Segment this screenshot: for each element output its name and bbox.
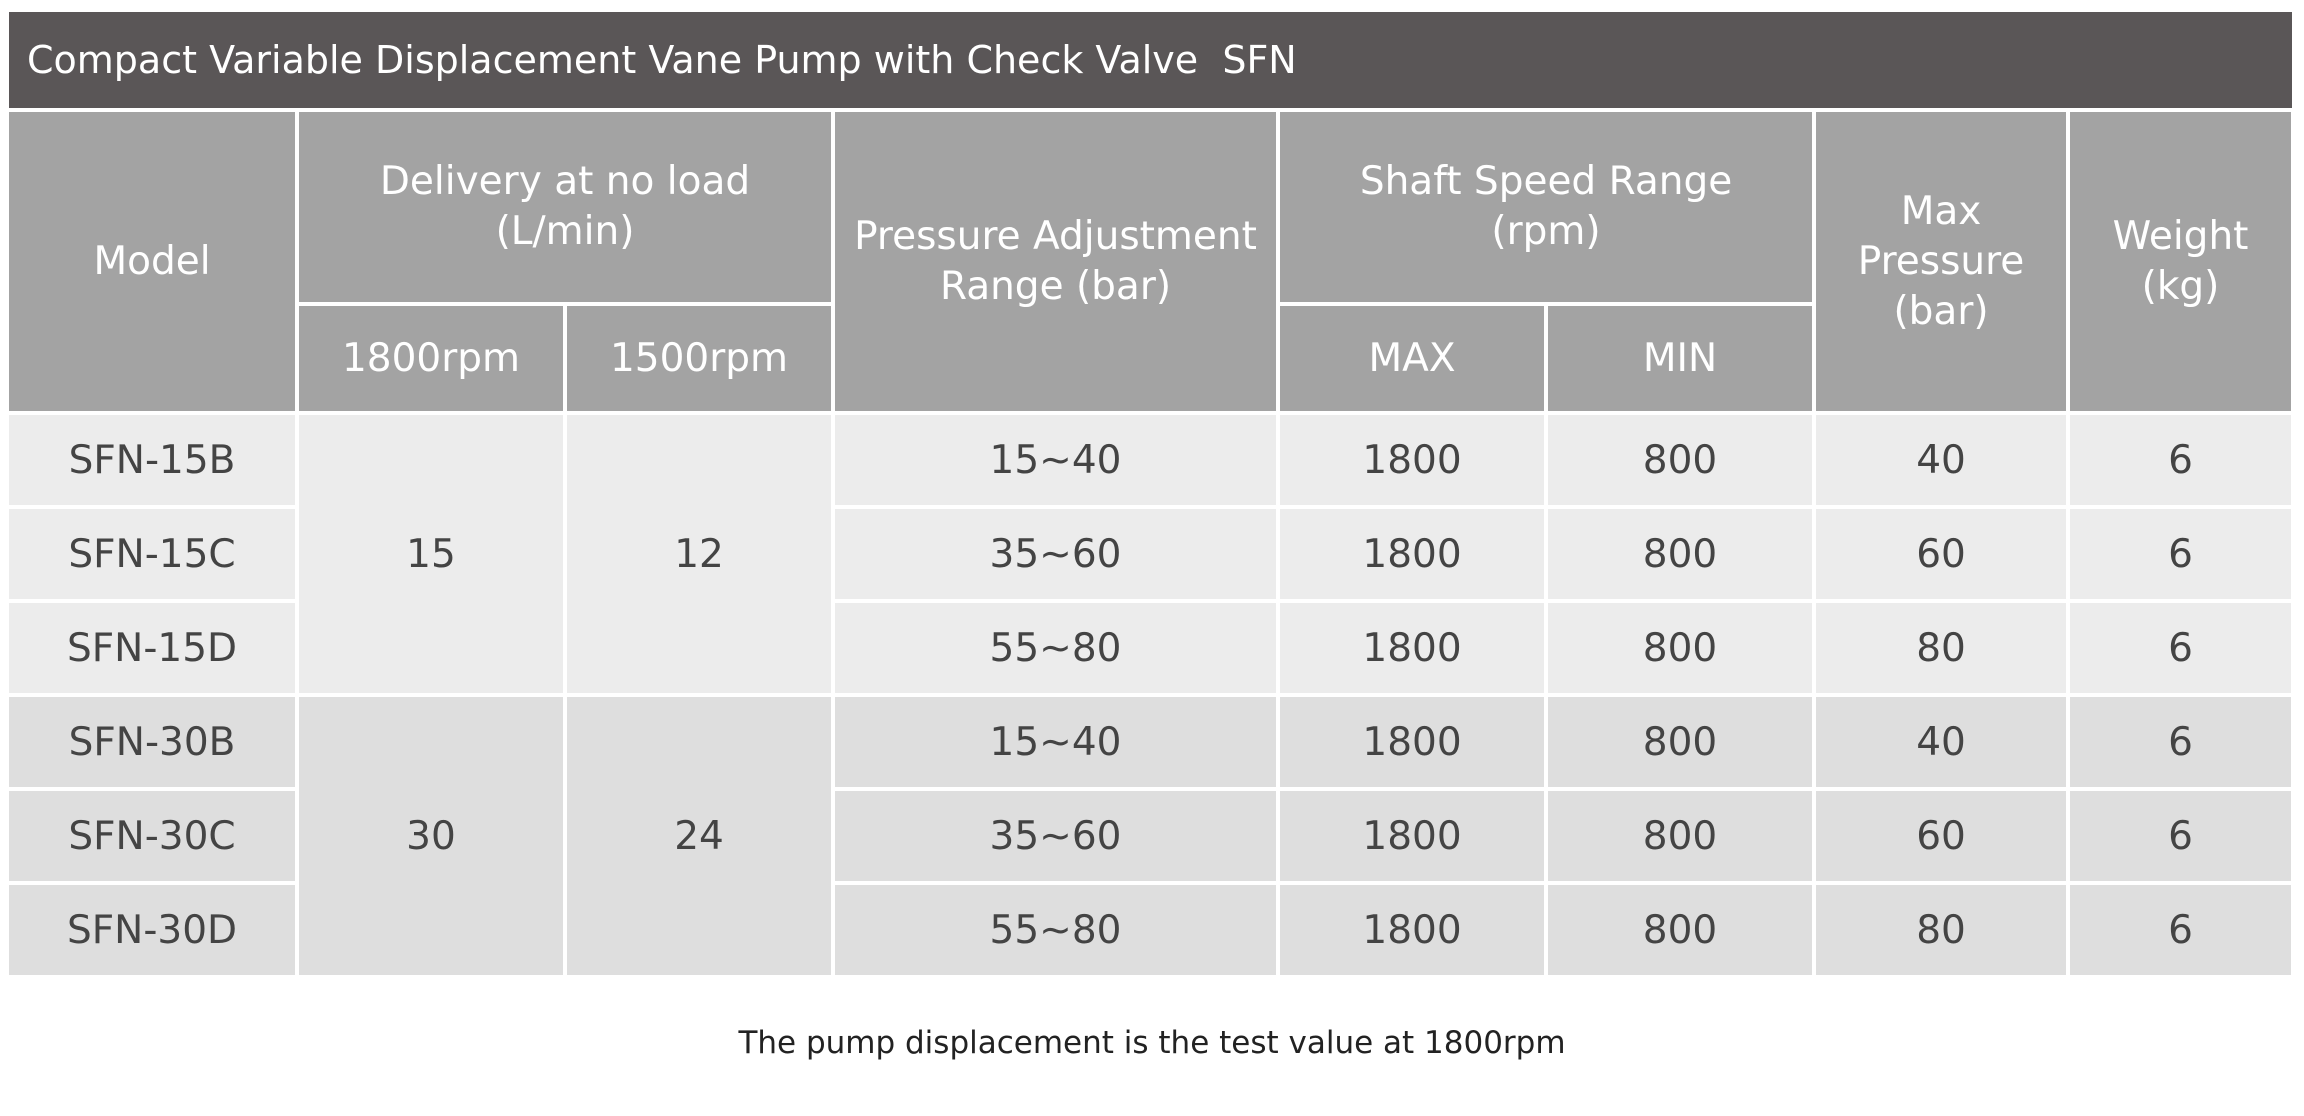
body-cell: 15~40 xyxy=(835,697,1277,787)
body-cell: 1800 xyxy=(1280,509,1545,599)
body-cell: 60 xyxy=(1816,509,2067,599)
header-cell: 1500rpm xyxy=(567,306,832,411)
body-cell: 1800 xyxy=(1280,697,1545,787)
header-cell: Max Pressure (bar) xyxy=(1816,112,2067,411)
header-cell: Pressure Adjustment Range (bar) xyxy=(835,112,1277,411)
footnote: The pump displacement is the test value … xyxy=(738,1025,1566,1061)
header-text: Model xyxy=(93,238,211,284)
header-cell: MIN xyxy=(1548,306,1813,411)
body-cell: 800 xyxy=(1548,791,1813,881)
delivery-cell: 30 xyxy=(299,697,563,975)
body-cell: 40 xyxy=(1816,415,2067,505)
body-cell: 40 xyxy=(1816,697,2067,787)
header-text: Weight xyxy=(2112,213,2249,259)
header-text: Delivery at no load xyxy=(379,159,751,204)
table-body: SFN-15B 15 12 15~40 1800 800 40 6 SFN-15C 35~60 18… xyxy=(9,415,2292,975)
delivery-cell: 24 xyxy=(567,697,832,975)
header-text: (L/min) xyxy=(495,209,635,254)
body-cell: 800 xyxy=(1548,603,1813,693)
body-cell: 6 xyxy=(2070,603,2292,693)
header-text: Range (bar) xyxy=(939,263,1172,309)
body-cell: 15~40 xyxy=(835,415,1277,505)
body-cell: 1800 xyxy=(1280,415,1545,505)
header-cell: 1800rpm xyxy=(299,306,563,411)
body-cell: 1800 xyxy=(1280,885,1545,975)
body-row: SFN-15D 55~80 1800 800 80 6 xyxy=(9,603,2292,693)
header-text: MIN xyxy=(1642,335,1718,381)
spec-table: Model Delivery at no load (L/min) Pressure … xyxy=(5,108,2295,979)
body-cell: 55~80 xyxy=(835,885,1277,975)
body-cell: SFN-30B xyxy=(9,697,295,787)
body-row: SFN-30B 30 24 15~40 1800 800 40 6 xyxy=(9,697,2292,975)
title-bar: Compact Variable Displacement Vane Pump … xyxy=(9,12,2292,108)
header-text: Pressure Adjustment xyxy=(854,213,1257,259)
body-cell: 80 xyxy=(1816,885,2067,975)
header-cell: Delivery at no load (L/min) xyxy=(299,112,832,302)
body-cell: 80 xyxy=(1816,603,2067,693)
header-cell: Weight (kg) xyxy=(2070,112,2292,411)
header-text: 1800rpm xyxy=(341,335,521,381)
body-cell: 60 xyxy=(1816,791,2067,881)
body-cell: 1800 xyxy=(1280,791,1545,881)
header-text: MAX xyxy=(1368,335,1456,381)
header-text: (bar) xyxy=(1893,288,1989,334)
body-cell: 6 xyxy=(2070,509,2292,599)
header-cell: MAX xyxy=(1280,306,1545,411)
header-text: Shaft Speed Range xyxy=(1359,159,1733,204)
body-cell: 35~60 xyxy=(835,509,1277,599)
body-cell: SFN-15D xyxy=(9,603,295,693)
header-text: 1500rpm xyxy=(609,335,789,381)
body-cell: 1800 xyxy=(1280,603,1545,693)
body-row: SFN-30D 55~80 1800 800 80 6 xyxy=(9,885,2292,975)
header-row: 1800rpm 1500rpm MAX MIN xyxy=(9,306,2291,411)
body-cell: 800 xyxy=(1548,885,1813,975)
header-row: Model Delivery at no load (L/min) Pressure … xyxy=(9,112,2292,411)
body-cell: SFN-30C xyxy=(9,791,295,881)
header-text: (rpm) xyxy=(1491,209,1601,254)
body-cell: 800 xyxy=(1548,509,1813,599)
body-cell: 6 xyxy=(2070,885,2292,975)
delivery-cell: 15 xyxy=(299,415,563,693)
body-cell: 800 xyxy=(1548,697,1813,787)
body-cell: SFN-15C xyxy=(9,509,295,599)
body-row: SFN-15C 35~60 1800 800 60 6 xyxy=(9,509,2292,599)
body-cell: 35~60 xyxy=(835,791,1277,881)
header-text: Max xyxy=(1900,188,1982,234)
body-cell: 6 xyxy=(2070,415,2292,505)
body-cell: 6 xyxy=(2070,697,2292,787)
body-cell: SFN-15B xyxy=(9,415,295,505)
body-cell: 800 xyxy=(1548,415,1813,505)
body-cell: 6 xyxy=(2070,791,2292,881)
table-head: Model Delivery at no load (L/min) Pressure … xyxy=(9,112,2292,411)
header-text: Pressure xyxy=(1857,238,2025,284)
header-cell: Shaft Speed Range (rpm) xyxy=(1280,112,1813,302)
body-cell: 55~80 xyxy=(835,603,1277,693)
body-cell: SFN-30D xyxy=(9,885,295,975)
header-cell: Model xyxy=(9,112,295,411)
delivery-cell: 12 xyxy=(567,415,832,693)
body-row: SFN-15B 15 12 15~40 1800 800 40 6 xyxy=(9,415,2292,693)
body-row: SFN-30C 35~60 1800 800 60 6 xyxy=(9,791,2292,881)
header-text: (kg) xyxy=(2141,263,2220,309)
